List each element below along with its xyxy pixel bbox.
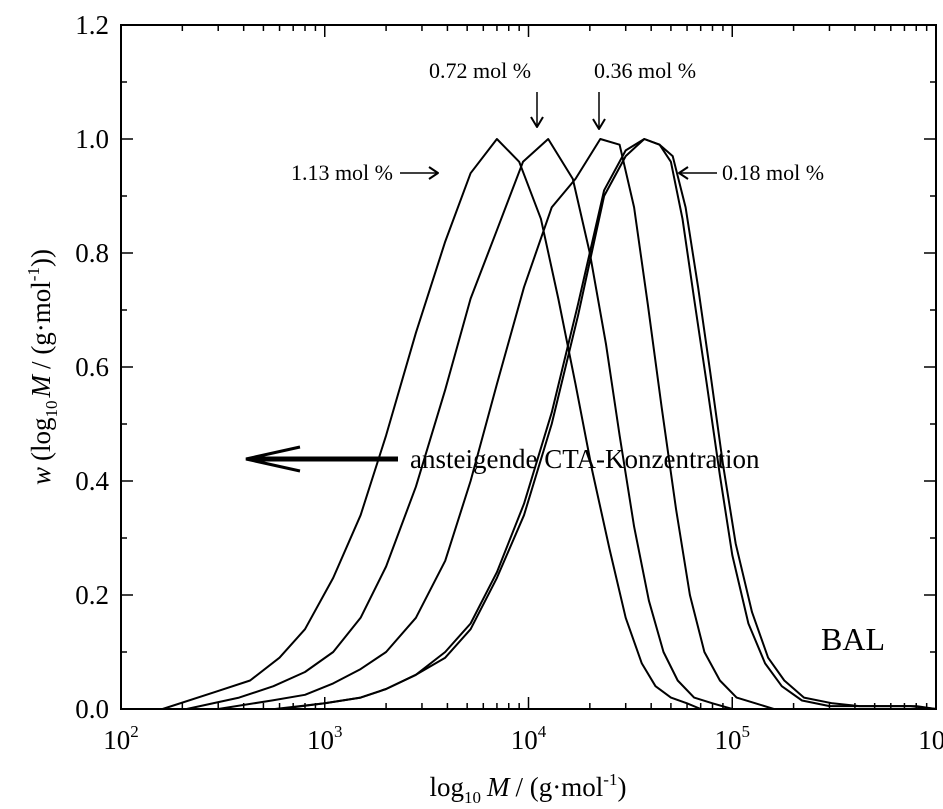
y-tick-label: 0.6 [75,352,109,382]
series-line-5 [279,138,937,710]
axis-ticks [120,24,936,710]
series-line-4 [274,138,937,710]
y-tick-label: 0.4 [75,466,109,496]
annotation-0-18: 0.18 mol % [678,160,824,185]
annotation-0-36: 0.36 mol % [592,58,696,130]
x-axis-title: log10 M / (g·mol-1) [430,770,627,807]
series-line-3 [218,138,775,710]
y-tick-label: 0.0 [75,694,109,724]
annotation-1-13: 1.13 mol % [291,160,439,185]
x-tick-label: 102 [103,722,139,755]
annotation-0-72: 0.72 mol % [429,58,544,128]
y-axis-title: w(log10M/ (g·mol-1)) [24,249,61,485]
y-tick-label: 0.8 [75,238,109,268]
x-tick-label: 105 [715,722,751,755]
plot-frame [120,24,937,710]
annotation-arrowhead-0-18 [678,166,689,180]
annotation-label-0-18: 0.18 mol % [722,160,824,185]
y-tick-label: 1.0 [75,124,109,154]
y-tick-label: 1.2 [75,10,109,40]
series-line-2 [186,138,733,710]
x-tick-label: 106 [918,722,943,755]
trend-annotation-label: ansteigende CTA-Konzentration [410,444,760,474]
panel-label: BAL [821,621,885,657]
x-tick-label: 103 [307,722,343,755]
trend-arrowhead [245,445,301,473]
annotation-arrowhead-0-36 [592,118,606,130]
annotation-arrowhead-1-13 [428,166,439,180]
series-line-1 [162,138,702,710]
trend-annotation: ansteigende CTA-Konzentration [245,444,760,474]
annotation-arrowhead-0-72 [530,116,544,128]
y-tick-label: 0.2 [75,580,109,610]
annotation-label-0-72: 0.72 mol % [429,58,531,83]
annotation-label-0-36: 0.36 mol % [594,58,696,83]
series-curves [162,138,937,710]
x-tick-label: 104 [511,722,547,755]
tick-labels: 0.0 0.2 0.4 0.6 0.8 1.0 1.2 102 103 104 105 106 [75,10,943,755]
annotation-label-1-13: 1.13 mol % [291,160,393,185]
